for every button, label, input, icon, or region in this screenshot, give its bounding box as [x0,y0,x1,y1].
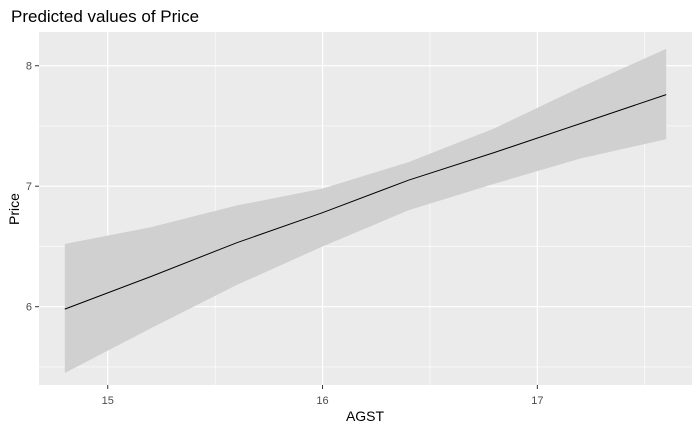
x-tick-label: 17 [531,395,543,407]
confidence-ribbon [64,48,667,374]
y-axis-title: Price [6,193,22,225]
x-tick-label: 15 [102,395,114,407]
y-tick-label: 8 [26,61,32,73]
x-tick-label: 16 [316,395,328,407]
chart-title: Predicted values of Price [11,7,199,26]
axis-ticks: 15 16 17 6 7 8 [26,61,544,407]
y-tick-label: 6 [26,302,32,314]
y-tick-label: 7 [26,181,32,193]
prediction-line [64,94,667,310]
x-axis-title: AGST [346,408,385,424]
